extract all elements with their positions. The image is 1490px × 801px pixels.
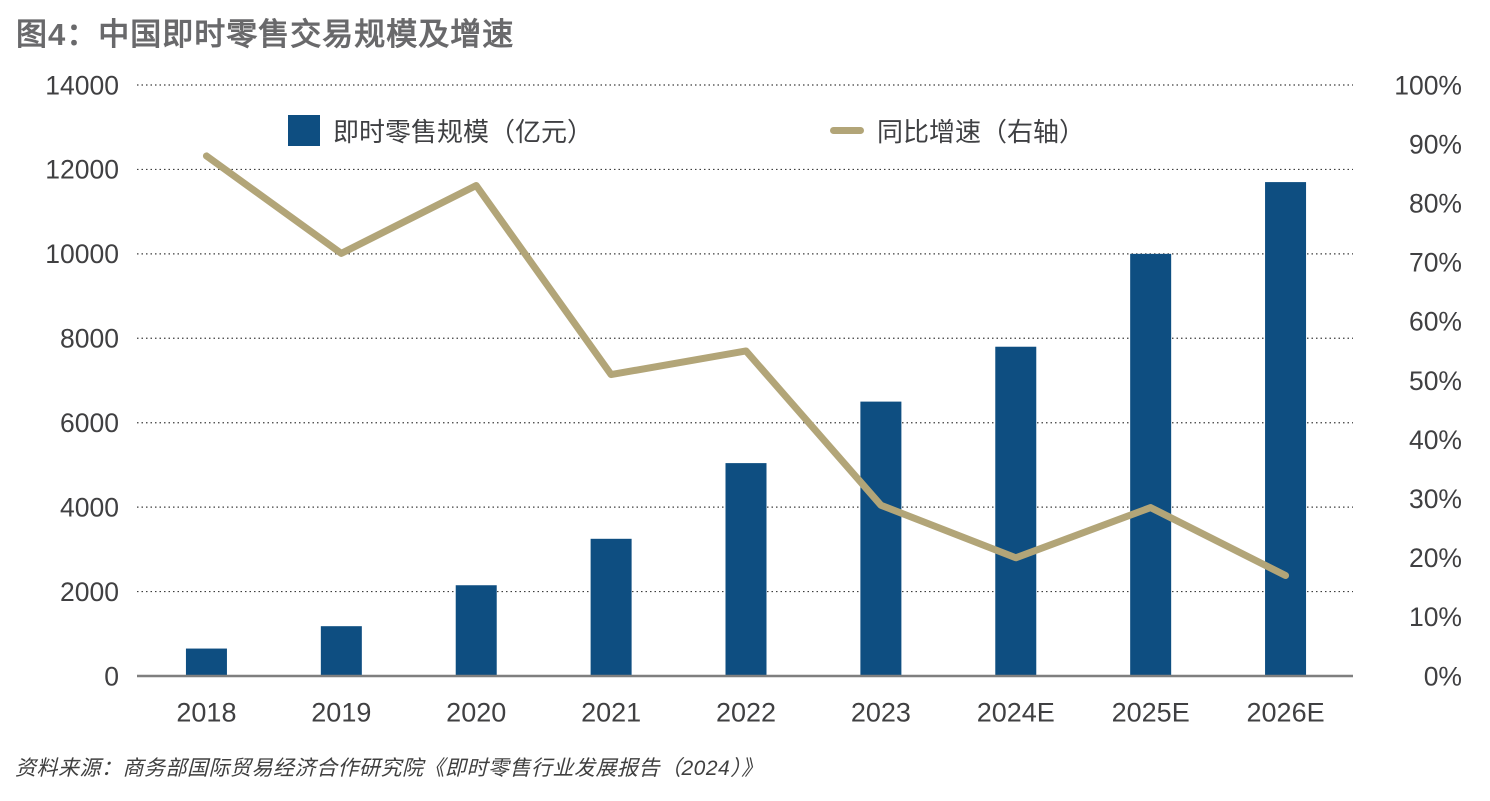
left-axis-tick: 6000 [60,408,119,438]
x-axis-label-2025E: 2025E [1112,697,1190,727]
right-axis-tick: 100% [1394,70,1462,100]
bar-2022 [725,463,767,676]
chart-title: 图4：中国即时零售交易规模及增速 [16,17,515,52]
legend-label-line: 同比增速（右轴） [877,117,1086,147]
right-axis-tick: 50% [1409,366,1462,396]
right-axis-tick: 0% [1424,661,1462,691]
x-axis-label-2018: 2018 [176,697,236,727]
x-axis-label-2019: 2019 [311,697,371,727]
left-axis-tick: 0 [104,661,119,691]
bar-2024E [995,346,1037,676]
growth-line [202,152,1290,580]
right-axis-tick: 30% [1409,484,1462,514]
bar-2019 [320,626,362,676]
right-axis-tick: 10% [1409,602,1462,632]
right-axis-tick: 40% [1409,425,1462,455]
left-axis-tick: 8000 [60,324,119,354]
x-axis-label-2023: 2023 [851,697,911,727]
legend-label-bars: 即时零售规模（亿元） [333,117,594,147]
right-axis-tick: 90% [1409,129,1462,159]
left-axis-tick: 4000 [60,492,119,522]
left-axis-tick: 14000 [45,70,119,100]
bar-2018 [185,648,227,676]
x-axis-label-2022: 2022 [716,697,776,727]
legend-item-line: 同比增速（右轴） [830,112,1085,149]
x-axis-label-2024E: 2024E [977,697,1055,727]
x-axis-label-2026E: 2026E [1247,697,1325,727]
right-axis-tick: 70% [1409,248,1462,278]
bar-2025E [1130,253,1172,676]
left-axis-tick: 2000 [60,577,119,607]
bar-series-swatch [288,115,320,146]
bar-2023 [860,401,902,676]
right-axis-tick: 20% [1409,543,1462,573]
right-axis-tick: 80% [1409,188,1462,218]
right-axis-tick: 60% [1409,307,1462,337]
legend-item-bars: 即时零售规模（亿元） [288,112,593,149]
x-axis-label-2020: 2020 [446,697,506,727]
line-series-swatch [830,127,864,134]
bar-2026E [1265,182,1307,677]
left-axis-tick: 12000 [45,155,119,185]
bar-2020 [455,585,497,676]
x-axis-label-2021: 2021 [581,697,641,727]
left-axis-tick: 10000 [45,239,119,269]
bar-2021 [590,538,632,676]
source-note: 资料来源：商务部国际贸易经济合作研究院《即时零售行业发展报告（2024）》 [15,757,763,780]
